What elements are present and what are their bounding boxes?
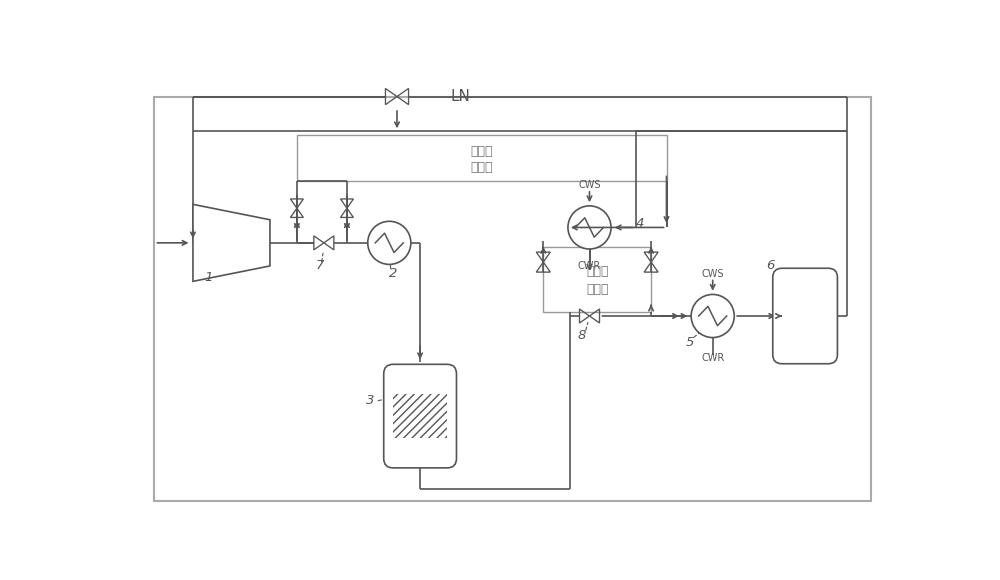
Text: CWR: CWR [701, 353, 724, 363]
Text: 7: 7 [316, 259, 324, 273]
Text: 1: 1 [204, 271, 213, 284]
Text: 4: 4 [635, 217, 644, 230]
Circle shape [691, 295, 734, 338]
FancyBboxPatch shape [384, 364, 456, 468]
Text: 6: 6 [766, 259, 775, 273]
Text: CWR: CWR [578, 261, 601, 271]
FancyBboxPatch shape [154, 96, 871, 501]
Text: CWS: CWS [578, 180, 601, 190]
Text: 8: 8 [578, 329, 586, 342]
Bar [393, 394, 447, 438]
Text: 3: 3 [366, 394, 374, 407]
Circle shape [368, 222, 411, 264]
Text: 2: 2 [389, 267, 397, 280]
FancyBboxPatch shape [543, 246, 651, 312]
Circle shape [568, 206, 611, 249]
Text: CWS: CWS [701, 269, 724, 278]
Text: 开工降: 开工降 [586, 265, 608, 278]
FancyBboxPatch shape [773, 269, 837, 364]
Text: 温流程: 温流程 [586, 283, 608, 296]
Text: 停工降: 停工降 [470, 146, 493, 158]
Text: LN: LN [451, 89, 471, 104]
Polygon shape [193, 204, 270, 281]
Text: 5: 5 [685, 336, 694, 349]
FancyBboxPatch shape [297, 135, 666, 181]
Text: 温流程: 温流程 [470, 161, 493, 174]
